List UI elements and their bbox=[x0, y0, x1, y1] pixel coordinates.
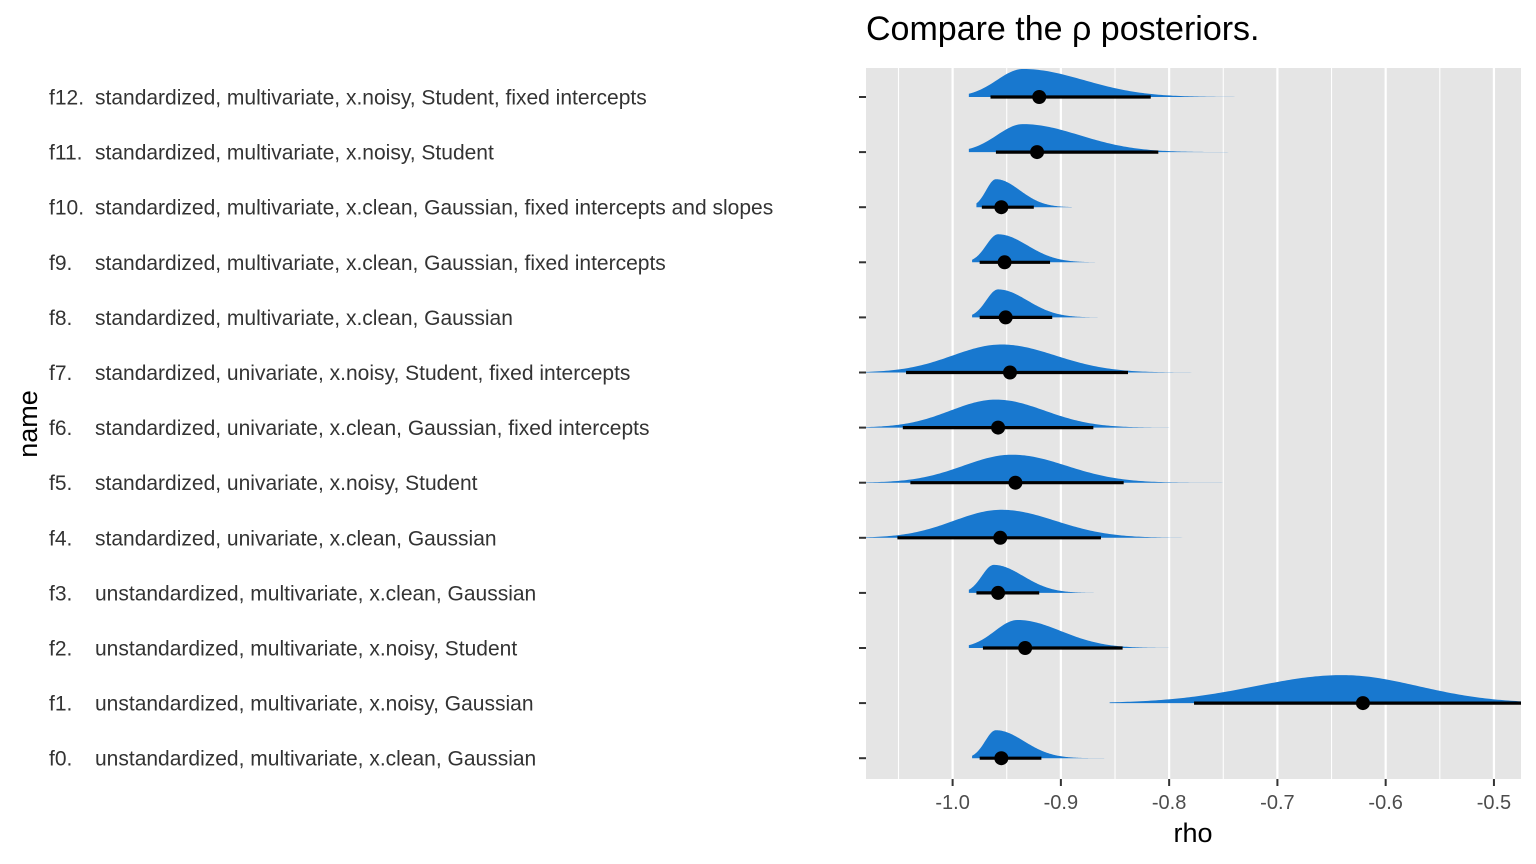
density-f1 bbox=[1109, 675, 1521, 704]
row-label-desc: standardized, multivariate, x.noisy, Stu… bbox=[95, 142, 494, 165]
chart-title: Compare the ρ posteriors. bbox=[866, 10, 1260, 48]
x-tick-label: -1.0 bbox=[935, 792, 969, 814]
point-f4 bbox=[993, 530, 1008, 545]
grid-lines bbox=[897, 68, 1496, 779]
y-axis: f12. standardized, multivariate, x.noisy,… bbox=[49, 87, 866, 771]
row-label-desc: standardized, univariate, x.clean, Gauss… bbox=[95, 417, 649, 440]
density-f0 bbox=[972, 730, 1105, 759]
row-label-id: f2. bbox=[49, 638, 72, 661]
x-tick-label: -0.5 bbox=[1477, 792, 1511, 814]
x-tick-label: -0.7 bbox=[1260, 792, 1294, 814]
density-f10 bbox=[976, 179, 1072, 208]
point-f6 bbox=[991, 420, 1006, 435]
y-axis-title: name bbox=[13, 390, 43, 458]
density-f6 bbox=[866, 399, 1170, 428]
point-f2 bbox=[1018, 641, 1033, 655]
density-f4 bbox=[866, 509, 1202, 538]
row-label-id: f12. bbox=[49, 87, 84, 110]
row-label-id: f7. bbox=[49, 362, 72, 385]
row-label-id: f9. bbox=[49, 252, 72, 275]
point-f11 bbox=[1030, 145, 1045, 160]
row-label-desc: standardized, univariate, x.noisy, Stude… bbox=[95, 362, 630, 385]
density-f2 bbox=[968, 620, 1235, 648]
row-label-desc: unstandardized, multivariate, x.noisy, S… bbox=[95, 638, 517, 661]
density-layer bbox=[866, 69, 1521, 759]
density-f9 bbox=[972, 234, 1116, 263]
density-f7 bbox=[866, 344, 1224, 373]
row-label-id: f8. bbox=[49, 307, 72, 330]
point-f3 bbox=[991, 585, 1006, 600]
row-label-id: f10. bbox=[49, 197, 84, 220]
x-tick-label: -0.6 bbox=[1368, 792, 1402, 814]
point-f12 bbox=[1032, 90, 1047, 104]
point-f10 bbox=[994, 200, 1009, 215]
row-label-id: f1. bbox=[49, 693, 72, 716]
point-f5 bbox=[1008, 475, 1023, 490]
point-f7 bbox=[1002, 365, 1017, 380]
row-label-desc: standardized, univariate, x.noisy, Stude… bbox=[95, 472, 478, 495]
x-axis: -1.0 -0.9 -0.8 -0.7 -0.6 -0.5 bbox=[935, 779, 1511, 814]
row-label-id: f6. bbox=[49, 417, 72, 440]
row-label-id: f3. bbox=[49, 582, 72, 605]
row-label-id: f11. bbox=[49, 142, 82, 165]
x-axis-title: rho bbox=[1173, 818, 1212, 848]
point-f0 bbox=[994, 751, 1009, 766]
row-label-desc: standardized, multivariate, x.clean, Gau… bbox=[95, 197, 773, 220]
x-tick-label: -0.8 bbox=[1152, 792, 1186, 814]
point-f9 bbox=[997, 255, 1012, 270]
density-f3 bbox=[968, 564, 1105, 593]
point-f1 bbox=[1355, 696, 1370, 711]
density-f12 bbox=[968, 69, 1354, 97]
row-label-desc: unstandardized, multivariate, x.noisy, G… bbox=[95, 693, 534, 716]
density-f8 bbox=[972, 289, 1116, 318]
row-label-id: f4. bbox=[49, 527, 72, 550]
point-layer bbox=[991, 90, 1370, 766]
point-f8 bbox=[998, 310, 1013, 325]
row-label-desc: standardized, univariate, x.clean, Gauss… bbox=[95, 527, 497, 550]
density-f5 bbox=[866, 454, 1224, 483]
row-label-desc: unstandardized, multivariate, x.clean, G… bbox=[95, 748, 536, 771]
row-label-id: f0. bbox=[49, 748, 72, 771]
row-label-desc: standardized, multivariate, x.clean, Gau… bbox=[95, 307, 513, 330]
row-label-desc: unstandardized, multivariate, x.clean, G… bbox=[95, 582, 536, 605]
x-tick-label: -0.9 bbox=[1044, 792, 1078, 814]
row-label-desc: standardized, multivariate, x.noisy, Stu… bbox=[95, 87, 647, 110]
density-f11 bbox=[968, 124, 1300, 153]
row-label-desc: standardized, multivariate, x.clean, Gau… bbox=[95, 252, 666, 275]
row-label-id: f5. bbox=[49, 472, 72, 495]
